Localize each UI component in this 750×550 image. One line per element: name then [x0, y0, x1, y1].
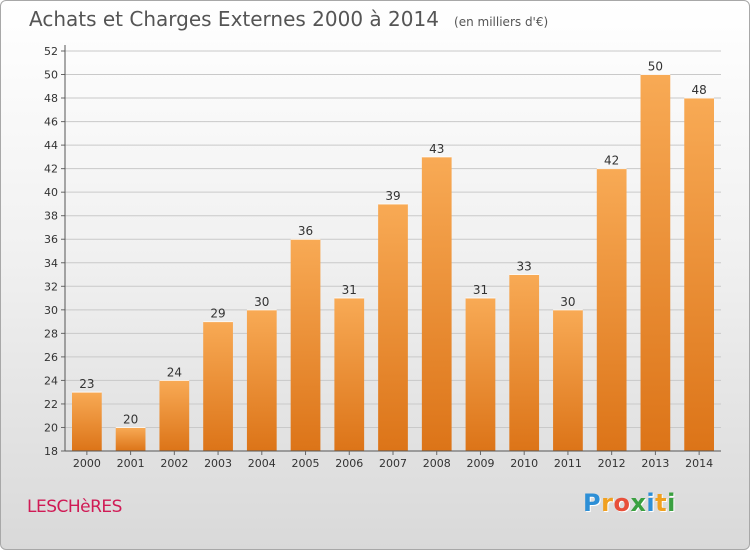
value-label-2002: 24 — [167, 365, 182, 379]
x-tick-label-2005: 2005 — [292, 457, 320, 470]
logo-letter: i — [646, 489, 656, 517]
x-tick-label-2003: 2003 — [204, 457, 232, 470]
x-tick-label-2007: 2007 — [379, 457, 407, 470]
logo-letter: r — [601, 489, 614, 517]
y-tick-label: 22 — [44, 398, 58, 411]
y-tick-label: 34 — [44, 257, 58, 270]
bar-2008 — [421, 156, 452, 451]
x-tick-label-2002: 2002 — [160, 457, 188, 470]
y-tick-label: 30 — [44, 304, 58, 317]
value-label-2013: 50 — [648, 60, 663, 74]
bar-2009 — [465, 298, 496, 451]
bar-2014 — [684, 98, 715, 451]
bar-2011 — [553, 309, 583, 451]
y-tick-label: 36 — [44, 233, 58, 246]
bar-2006 — [334, 298, 365, 451]
y-tick-label: 50 — [44, 69, 58, 82]
x-tick-label-2013: 2013 — [641, 457, 669, 470]
x-tick-label-2001: 2001 — [117, 457, 145, 470]
proxiti-logo: Proxiti — [583, 489, 676, 517]
y-tick-label: 32 — [44, 280, 58, 293]
x-tick-label-2006: 2006 — [335, 457, 363, 470]
x-tick-label-2000: 2000 — [73, 457, 101, 470]
bar-2013 — [640, 74, 671, 451]
chart-title-text: Achats et Charges Externes 2000 à 2014 — [29, 7, 439, 31]
value-label-2011: 30 — [560, 295, 575, 309]
y-tick-label: 48 — [44, 92, 58, 105]
bar-2007 — [378, 203, 408, 451]
bar-2000 — [71, 392, 102, 451]
y-tick-label: 40 — [44, 186, 58, 199]
value-label-2001: 20 — [123, 412, 138, 426]
value-label-2007: 39 — [385, 189, 400, 203]
x-tick-label-2010: 2010 — [510, 457, 538, 470]
logo-letter: i — [667, 489, 676, 517]
bar-2004 — [246, 309, 277, 451]
y-tick-label: 38 — [44, 210, 58, 223]
chart-unit: (en milliers d'€) — [454, 15, 549, 29]
town-name: LESCHèRES — [27, 497, 122, 517]
y-tick-label: 46 — [44, 116, 58, 129]
y-tick-label: 52 — [44, 45, 58, 58]
logo-letter: o — [613, 489, 631, 517]
bars: 23 20 24 29 30 36 31 39 43 31 33 30 42 50 48 — [71, 60, 715, 451]
x-tick-label-2008: 2008 — [423, 457, 451, 470]
value-label-2000: 23 — [79, 377, 94, 391]
x-tick-label-2009: 2009 — [466, 457, 494, 470]
logo-letter: t — [655, 489, 668, 517]
value-label-2006: 31 — [342, 283, 357, 297]
y-tick-label: 20 — [44, 421, 58, 434]
x-tick-label-2012: 2012 — [598, 457, 626, 470]
x-tick-label-2014: 2014 — [685, 457, 713, 470]
y-tick-label: 24 — [44, 374, 58, 387]
axes: 18 20 22 24 26 28 30 32 34 36 38 40 42 44 46 48 50 52 2000… — [44, 45, 721, 470]
value-label-2003: 29 — [210, 307, 225, 321]
bar-2001 — [115, 427, 146, 451]
value-label-2014: 48 — [691, 83, 706, 97]
y-tick-label: 28 — [44, 327, 58, 340]
bar-2003 — [203, 321, 233, 451]
y-tick-label: 18 — [44, 445, 58, 458]
y-tick-label: 26 — [44, 351, 58, 364]
value-label-2004: 30 — [254, 295, 269, 309]
x-tick-label-2004: 2004 — [248, 457, 276, 470]
y-tick-label: 42 — [44, 163, 58, 176]
bar-2002 — [159, 380, 190, 451]
logo-letter: P — [583, 489, 602, 517]
bar-2005 — [290, 239, 321, 451]
x-tick-label-2011: 2011 — [554, 457, 582, 470]
logo-letter: x — [630, 489, 647, 517]
value-label-2010: 33 — [517, 260, 532, 274]
value-label-2008: 43 — [429, 142, 444, 156]
value-label-2012: 42 — [604, 154, 619, 168]
value-label-2005: 36 — [298, 224, 313, 238]
chart-title: Achats et Charges Externes 2000 à 2014 (… — [29, 7, 548, 31]
bar-2010 — [509, 274, 540, 451]
y-tick-label: 44 — [44, 139, 58, 152]
bar-2012 — [596, 168, 627, 451]
value-label-2009: 31 — [473, 283, 488, 297]
